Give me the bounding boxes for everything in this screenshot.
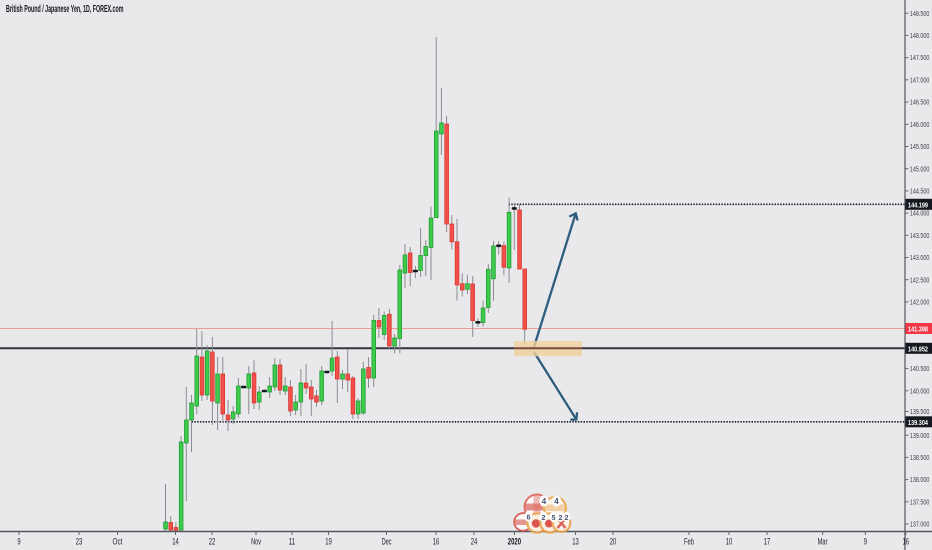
- svg-text:14: 14: [172, 537, 179, 547]
- svg-text:2: 2: [565, 513, 569, 522]
- svg-text:5: 5: [552, 513, 556, 522]
- svg-text:139.500: 139.500: [910, 407, 930, 416]
- svg-text:144.199: 144.199: [908, 200, 928, 209]
- svg-text:148.000: 148.000: [910, 31, 930, 40]
- svg-text:145.500: 145.500: [910, 142, 930, 151]
- svg-text:Nov: Nov: [251, 537, 261, 547]
- svg-text:9: 9: [17, 537, 20, 547]
- svg-text:4: 4: [554, 497, 559, 506]
- svg-text:143.000: 143.000: [910, 253, 930, 262]
- svg-text:2: 2: [542, 513, 546, 522]
- svg-text:137.500: 137.500: [910, 497, 930, 506]
- svg-text:147.500: 147.500: [910, 53, 930, 62]
- svg-text:143.500: 143.500: [910, 231, 930, 240]
- svg-text:Dec: Dec: [382, 537, 392, 547]
- svg-text:9: 9: [864, 537, 867, 547]
- svg-text:17: 17: [764, 537, 771, 547]
- svg-text:137.000: 137.000: [910, 520, 930, 529]
- svg-text:2020: 2020: [508, 537, 521, 547]
- svg-text:141.398: 141.398: [908, 325, 928, 334]
- svg-text:10: 10: [726, 537, 733, 547]
- svg-text:138.500: 138.500: [910, 453, 930, 462]
- svg-text:2: 2: [559, 513, 563, 522]
- svg-text:13: 13: [572, 537, 579, 547]
- svg-text:Oct: Oct: [113, 537, 123, 547]
- svg-text:24: 24: [471, 537, 478, 547]
- svg-text:139.000: 139.000: [910, 431, 930, 440]
- svg-text:146.500: 146.500: [910, 98, 930, 107]
- svg-text:145.000: 145.000: [910, 164, 930, 173]
- svg-text:19: 19: [325, 537, 332, 547]
- svg-text:23: 23: [76, 537, 83, 547]
- svg-text:16: 16: [433, 537, 440, 547]
- svg-text:142.000: 142.000: [910, 298, 930, 307]
- svg-text:144.500: 144.500: [910, 187, 930, 196]
- svg-text:140.952: 140.952: [908, 344, 928, 353]
- svg-text:142.500: 142.500: [910, 275, 930, 284]
- svg-text:16: 16: [903, 537, 910, 547]
- svg-text:148.500: 148.500: [910, 9, 930, 18]
- svg-text:139.304: 139.304: [908, 418, 929, 427]
- svg-text:11: 11: [289, 537, 296, 547]
- svg-text:22: 22: [209, 537, 216, 547]
- svg-text:140.000: 140.000: [910, 386, 930, 395]
- svg-text:6: 6: [527, 513, 531, 522]
- svg-text:144.000: 144.000: [910, 209, 930, 218]
- svg-text:138.000: 138.000: [910, 475, 930, 484]
- svg-text:146.000: 146.000: [910, 120, 930, 129]
- svg-text:Feb: Feb: [684, 537, 694, 547]
- svg-text:140.500: 140.500: [910, 364, 930, 373]
- svg-text:4: 4: [542, 497, 547, 506]
- svg-text:Mar: Mar: [818, 537, 828, 547]
- svg-text:147.000: 147.000: [910, 75, 930, 84]
- svg-text:20: 20: [610, 537, 617, 547]
